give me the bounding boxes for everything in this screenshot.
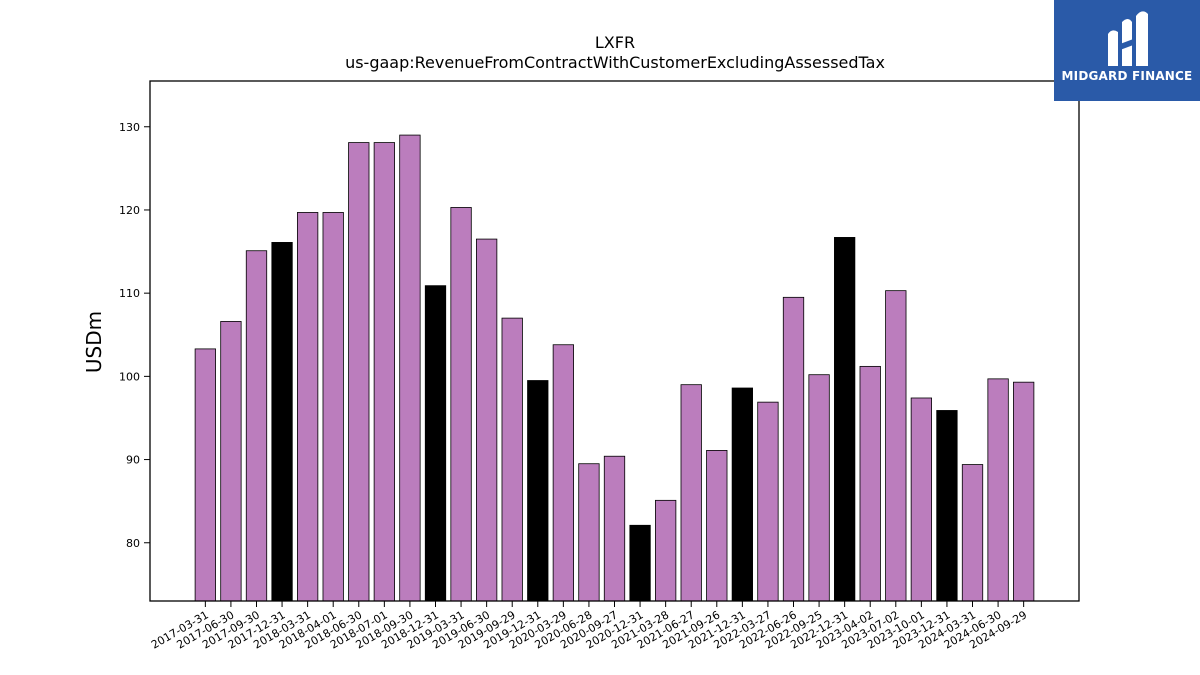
bar-2018-12-31 xyxy=(424,285,447,602)
bar-2021-06-27 xyxy=(680,384,702,602)
y-axis-label: USDm xyxy=(82,311,106,373)
bar-2024-06-30 xyxy=(987,378,1009,602)
y-tick-label: 90 xyxy=(126,454,140,467)
x-axis: 2017-03-312017-06-302017-09-302017-12-31… xyxy=(149,601,1029,652)
bar-2017-03-31 xyxy=(194,348,216,602)
bar-2020-06-28 xyxy=(578,463,600,602)
bar-2019-06-30 xyxy=(476,238,498,602)
bar-2019-09-29 xyxy=(501,317,523,602)
bar-2020-12-31 xyxy=(629,524,651,602)
midgard-logo-icon xyxy=(1108,11,1148,66)
y-tick-label: 110 xyxy=(119,287,140,300)
bar-2022-09-25 xyxy=(808,374,830,602)
bar-2018-04-01 xyxy=(322,212,344,602)
bar-2024-03-31 xyxy=(961,464,984,602)
bar-2024-09-29 xyxy=(1013,381,1035,602)
bar-2017-12-31 xyxy=(271,242,293,602)
y-tick-label: 130 xyxy=(119,121,140,134)
bar-2020-03-29 xyxy=(552,344,574,602)
bar-2018-09-30 xyxy=(399,134,421,602)
bar-2022-06-26 xyxy=(782,296,805,602)
y-tick-label: 100 xyxy=(119,370,140,383)
bars-group xyxy=(194,134,1035,602)
bar-2023-07-02 xyxy=(885,290,907,602)
bar-2017-06-30 xyxy=(220,321,242,602)
bar-2023-12-31 xyxy=(936,410,958,602)
bar-2021-12-31 xyxy=(731,387,753,602)
bar-2022-12-31 xyxy=(834,237,856,602)
bar-2022-03-27 xyxy=(757,401,779,602)
y-tick-label: 120 xyxy=(119,204,140,217)
bar-2023-10-01 xyxy=(910,397,933,602)
bar-2018-06-30 xyxy=(348,142,370,602)
bar-2019-03-31 xyxy=(450,207,472,602)
bar-2017-09-30 xyxy=(245,250,268,602)
bar-2023-04-02 xyxy=(859,365,881,602)
plot-frame xyxy=(149,80,1080,602)
bar-2019-12-31 xyxy=(527,380,549,602)
bar-2020-09-27 xyxy=(603,455,626,602)
chart-subtitle: us-gaap:RevenueFromContractWithCustomerE… xyxy=(345,53,885,72)
chart-title: LXFR xyxy=(595,33,635,52)
bar-2018-07-01 xyxy=(373,142,395,602)
y-axis: 80 90 100 110 120 130 xyxy=(119,121,150,550)
bar-2021-09-26 xyxy=(706,450,728,602)
bar-2021-03-28 xyxy=(655,499,677,602)
logo-text: MIDGARD FINANCE xyxy=(1061,69,1193,83)
bar-2018-03-31 xyxy=(296,212,319,602)
y-tick-label: 80 xyxy=(126,537,140,550)
brand-logo: MIDGARD FINANCE xyxy=(1054,0,1200,101)
